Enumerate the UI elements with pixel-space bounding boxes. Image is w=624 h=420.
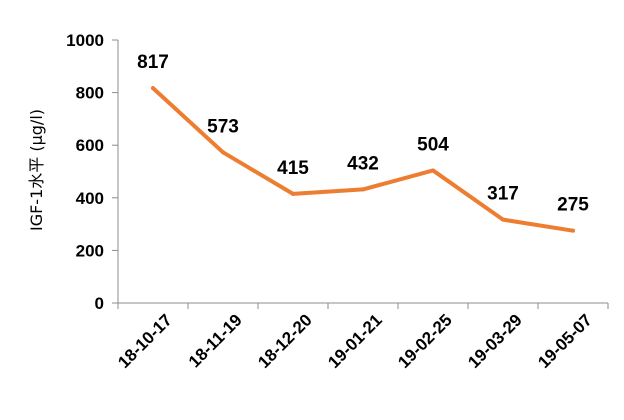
data-label: 317	[487, 184, 519, 205]
data-label: 432	[347, 153, 379, 174]
y-tick-label: 800	[76, 84, 104, 103]
data-point	[501, 217, 505, 222]
x-tick-label: 18-11-19	[185, 310, 246, 371]
data-point	[571, 228, 575, 233]
y-tick-label: 1000	[66, 31, 104, 50]
data-label: 573	[207, 116, 239, 137]
data-point	[431, 168, 435, 173]
x-tick-label: 19-02-25	[394, 310, 456, 372]
x-tick-label: 19-01-21	[324, 310, 386, 372]
series-layer	[151, 86, 575, 233]
data-label: 415	[277, 158, 309, 179]
y-axis-label: IGF-1水平 (μg/l)	[27, 109, 46, 231]
x-tick-label: 19-03-29	[464, 310, 526, 372]
x-tick-label: 18-12-20	[254, 310, 316, 372]
data-point	[151, 86, 155, 91]
data-labels: 817 573 415 432 504 317 275	[137, 52, 589, 216]
y-tick-label: 0	[95, 294, 104, 313]
data-point	[361, 187, 365, 192]
y-tick-label: 400	[76, 189, 104, 208]
x-tick-label: 18-10-17	[114, 310, 176, 372]
y-tick-label: 600	[76, 136, 104, 155]
data-label: 817	[137, 52, 169, 73]
data-label: 275	[557, 195, 589, 216]
x-tick-label: 19-05-07	[534, 310, 596, 372]
x-axis: 18-10-17 18-11-19 18-12-20 19-01-21 19-02-25…	[114, 302, 609, 372]
y-axis: 0 200 400 600 800 1000	[66, 31, 119, 313]
y-tick-label: 200	[76, 241, 104, 260]
data-point	[221, 150, 225, 155]
data-label: 504	[417, 134, 449, 155]
data-point	[291, 191, 295, 196]
